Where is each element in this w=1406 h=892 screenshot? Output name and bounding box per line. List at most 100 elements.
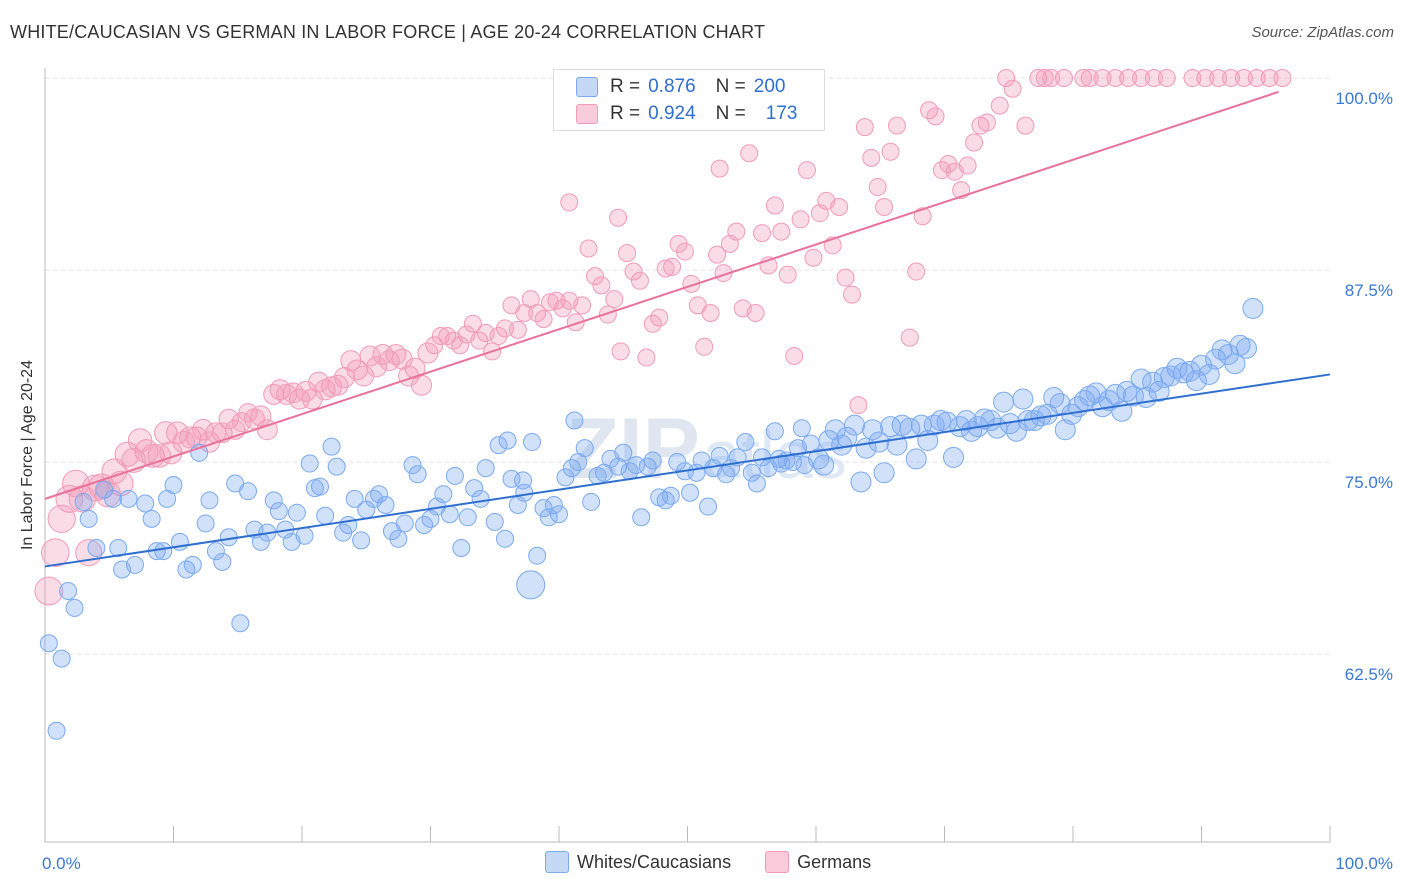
white-point (769, 449, 788, 468)
white-point (206, 542, 225, 561)
german-point (765, 196, 784, 215)
german-point (849, 396, 868, 415)
white-point (930, 410, 952, 432)
german-point (1157, 69, 1176, 87)
white-point (1049, 393, 1071, 415)
white-point (287, 503, 306, 522)
german-point (708, 245, 727, 264)
german-point (1003, 79, 1022, 98)
white-point (873, 462, 895, 484)
white-point (183, 555, 202, 574)
german-point (1042, 69, 1061, 87)
german-point (611, 342, 630, 361)
german-point (333, 367, 355, 389)
n-label: N = (715, 103, 746, 124)
white-point (136, 494, 155, 513)
white-point (327, 457, 346, 476)
german-point (637, 348, 656, 367)
white-point (452, 539, 471, 558)
german-point (624, 262, 643, 281)
german-point (218, 408, 239, 430)
source-label: Source: ZipAtlas.com (1251, 24, 1394, 41)
white-point (316, 506, 335, 525)
german-point (404, 357, 426, 379)
white-point (1085, 382, 1107, 404)
white-point (681, 483, 700, 502)
whites-legend-label: Whites/Caucasians (577, 851, 732, 872)
white-point (370, 485, 389, 504)
white-point (528, 546, 547, 565)
axes (44, 68, 1331, 843)
white-point (445, 466, 464, 485)
r-value-germans: 0.924 (648, 103, 696, 124)
x-tick-label: 100.0% (1335, 854, 1393, 873)
german-point (804, 248, 823, 267)
white-point (575, 439, 594, 458)
white-point (485, 512, 504, 531)
german-point (598, 305, 617, 324)
white-point (862, 419, 884, 441)
white-point (772, 454, 791, 473)
white-point (1173, 362, 1195, 384)
german-point (675, 242, 694, 261)
german-point (868, 178, 887, 197)
german-point (41, 538, 70, 567)
white-point (200, 491, 219, 510)
white-point (949, 416, 971, 438)
german-point (862, 148, 881, 167)
white-point (942, 446, 964, 468)
white-point (496, 529, 515, 548)
trend-lines (44, 90, 1331, 568)
white-point (465, 479, 484, 498)
white-point (582, 492, 601, 511)
white-point (489, 436, 508, 455)
white-point (87, 539, 106, 558)
german-point (772, 222, 791, 241)
white-point (955, 410, 977, 432)
german-point (842, 285, 861, 304)
correlation-legend: R = 0.876 N = 200 R = 0.924 N = 173 (553, 69, 825, 131)
white-point (1043, 386, 1065, 408)
white-point (109, 539, 128, 558)
german-point (1035, 69, 1054, 87)
r-label: R = (610, 103, 641, 124)
white-point (74, 492, 93, 511)
legend-row-whites: R = 0.876 N = 200 (576, 76, 785, 98)
white-point (747, 474, 766, 493)
white-point (345, 489, 364, 508)
white-point (502, 469, 521, 488)
white-point (765, 422, 784, 441)
white-point (322, 437, 341, 456)
german-point (727, 222, 746, 241)
white-point (556, 468, 575, 487)
german-point (669, 234, 688, 253)
german-point (592, 276, 611, 295)
white-point (818, 429, 840, 451)
y-tick-label: 62.5% (1345, 665, 1393, 684)
white-point (300, 454, 319, 473)
german-point (34, 576, 64, 606)
white-point (498, 431, 517, 450)
white-point (742, 463, 761, 482)
white-point (668, 453, 687, 471)
white-point (239, 482, 258, 501)
white-point (434, 485, 453, 504)
german-point (836, 268, 855, 287)
german-point (710, 159, 729, 178)
german-point (411, 374, 433, 396)
german-point (939, 155, 958, 174)
whites-legend-swatch (545, 851, 569, 873)
white-point (609, 457, 628, 476)
german-point (907, 262, 926, 281)
german-point (778, 265, 797, 284)
german-point (1183, 69, 1202, 87)
white-point (565, 411, 584, 430)
white-point (643, 451, 662, 470)
german-point (791, 210, 810, 229)
german-point (134, 439, 159, 464)
german-point (1234, 69, 1253, 87)
white-point (550, 505, 568, 524)
german-point (1260, 69, 1279, 87)
white-point (792, 419, 811, 438)
white-point (389, 529, 408, 548)
